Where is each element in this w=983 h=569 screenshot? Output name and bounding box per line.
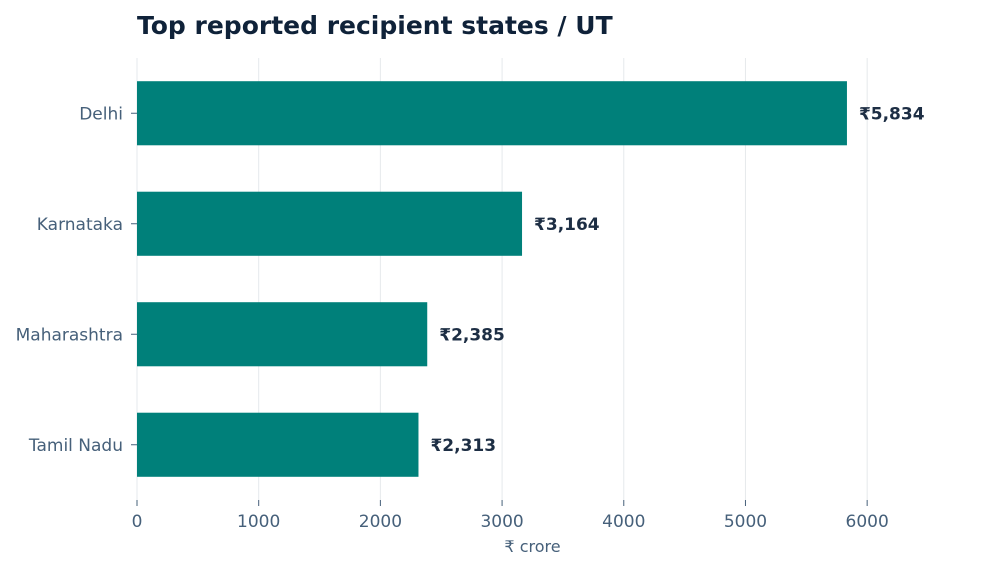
x-tick-label: 3000 [480,512,523,532]
chart-title: Top reported recipient states / UT [137,11,613,40]
x-tick-label: 0 [132,512,143,532]
category-label: Maharashtra [16,325,123,345]
bar-maharashtra [137,302,428,367]
x-tick-label: 4000 [602,512,645,532]
bar-delhi [137,81,847,146]
category-label: Delhi [79,104,123,124]
x-tick-label: 2000 [359,512,402,532]
category-labels: Delhi Karnataka Maharashtra Tamil Nadu [16,104,137,456]
data-label: ₹5,834 [859,104,925,124]
data-label: ₹2,385 [439,325,505,345]
category-label: Karnataka [37,215,123,235]
bar-karnataka [137,191,523,256]
x-tick-label: 5000 [724,512,767,532]
data-label: ₹2,313 [430,436,496,456]
x-axis-label: ₹ crore [504,537,560,556]
data-label: ₹3,164 [534,215,600,235]
x-tick-label: 1000 [237,512,280,532]
x-axis-ticks: 0 1000 2000 3000 4000 5000 6000 [132,500,889,532]
bars [137,81,847,477]
bar-tamil-nadu [137,412,419,477]
data-labels: ₹5,834 ₹3,164 ₹2,385 ₹2,313 [430,104,924,456]
x-tick-label: 6000 [846,512,889,532]
category-label: Tamil Nadu [28,436,123,456]
